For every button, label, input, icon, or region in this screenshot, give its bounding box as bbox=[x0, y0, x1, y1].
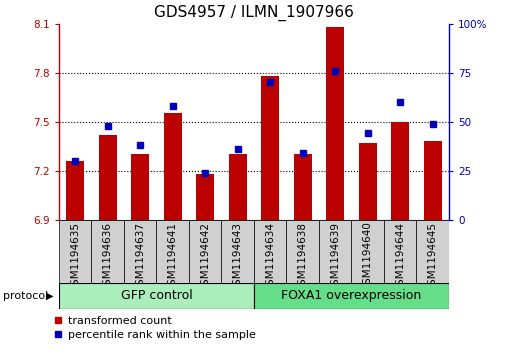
Bar bbox=[229, 154, 247, 220]
Title: GDS4957 / ILMN_1907966: GDS4957 / ILMN_1907966 bbox=[154, 5, 354, 21]
Text: GSM1194636: GSM1194636 bbox=[103, 221, 113, 291]
Text: GSM1194640: GSM1194640 bbox=[363, 221, 372, 291]
Bar bbox=[417, 220, 449, 283]
Bar bbox=[66, 161, 84, 220]
Text: GSM1194645: GSM1194645 bbox=[428, 221, 438, 291]
Bar bbox=[91, 220, 124, 283]
Bar bbox=[189, 220, 222, 283]
Text: GSM1194637: GSM1194637 bbox=[135, 221, 145, 291]
Bar bbox=[261, 76, 279, 220]
Bar bbox=[59, 283, 254, 309]
Bar bbox=[391, 122, 409, 220]
Bar bbox=[351, 220, 384, 283]
Bar bbox=[326, 27, 344, 220]
Bar bbox=[222, 220, 254, 283]
Text: protocol: protocol bbox=[3, 291, 48, 301]
Text: GSM1194644: GSM1194644 bbox=[395, 221, 405, 291]
Text: GFP control: GFP control bbox=[121, 289, 192, 302]
Bar bbox=[59, 220, 91, 283]
Bar bbox=[359, 143, 377, 220]
Text: FOXA1 overexpression: FOXA1 overexpression bbox=[281, 289, 422, 302]
Text: GSM1194638: GSM1194638 bbox=[298, 221, 308, 291]
Text: GSM1194634: GSM1194634 bbox=[265, 221, 275, 291]
Bar bbox=[384, 220, 417, 283]
Text: GSM1194642: GSM1194642 bbox=[200, 221, 210, 291]
Bar bbox=[254, 220, 286, 283]
Bar bbox=[319, 220, 351, 283]
Legend: transformed count, percentile rank within the sample: transformed count, percentile rank withi… bbox=[54, 316, 255, 340]
Text: GSM1194641: GSM1194641 bbox=[168, 221, 177, 291]
Bar bbox=[124, 220, 156, 283]
Bar bbox=[424, 141, 442, 220]
Text: GSM1194635: GSM1194635 bbox=[70, 221, 80, 291]
Bar bbox=[156, 220, 189, 283]
Text: GSM1194643: GSM1194643 bbox=[233, 221, 243, 291]
Bar bbox=[196, 174, 214, 220]
Bar bbox=[131, 154, 149, 220]
Bar bbox=[164, 114, 182, 220]
Bar bbox=[99, 135, 116, 220]
Text: GSM1194639: GSM1194639 bbox=[330, 221, 340, 291]
Text: ▶: ▶ bbox=[46, 291, 54, 301]
Bar bbox=[254, 283, 449, 309]
Bar bbox=[286, 220, 319, 283]
Bar bbox=[294, 154, 311, 220]
